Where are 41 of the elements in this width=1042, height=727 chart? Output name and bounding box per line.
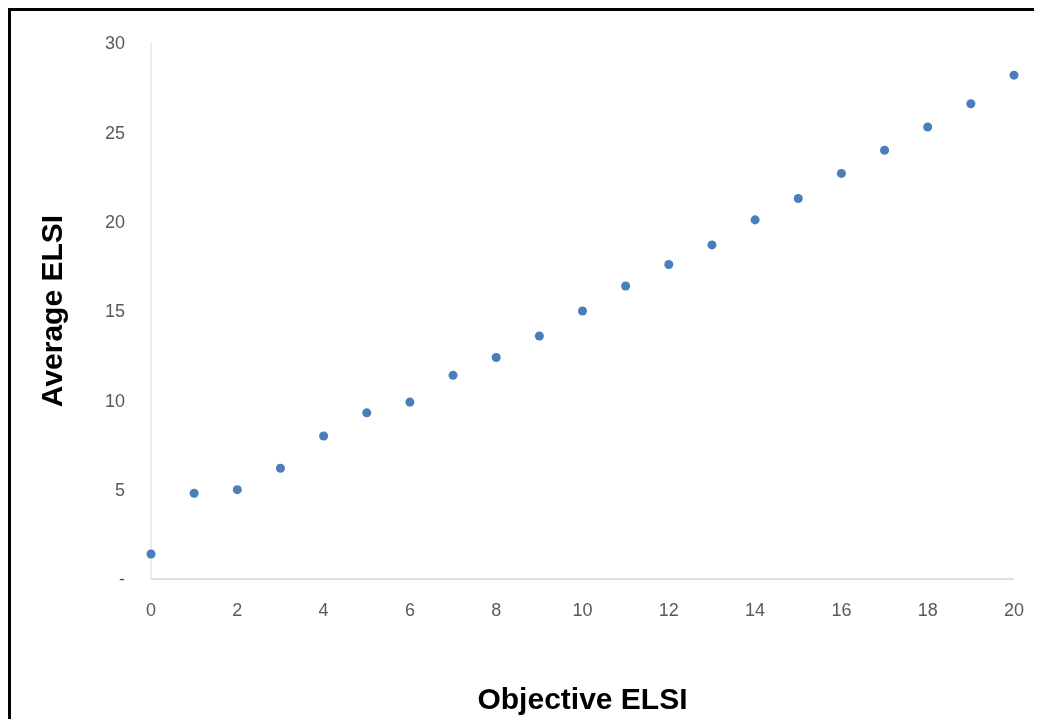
point: [707, 240, 717, 250]
point: [836, 168, 846, 178]
y-tick-label: 20: [104, 212, 125, 233]
y-tick-label: 15: [104, 301, 125, 322]
x-tick-label: 18: [917, 599, 938, 620]
x-tick-label: 0: [145, 599, 157, 620]
y-tick-label: 30: [104, 33, 125, 54]
x-tick-label: 10: [572, 599, 593, 620]
y-tick-label: -: [119, 569, 125, 590]
point: [405, 397, 415, 407]
x-tick-label: 16: [831, 599, 852, 620]
x-tick-label: 4: [318, 599, 329, 620]
point: [880, 145, 890, 155]
point: [319, 431, 329, 441]
point: [664, 260, 674, 270]
point: [923, 122, 933, 132]
point: [232, 485, 242, 495]
point: [534, 331, 544, 341]
point: [793, 193, 803, 203]
x-tick-label: 8: [491, 599, 502, 620]
point: [448, 370, 458, 380]
point: [966, 99, 976, 109]
y-axis-title: Average ELSI: [34, 214, 68, 408]
point: [275, 463, 285, 473]
x-tick-label: 14: [745, 599, 766, 620]
y-tick-label: 5: [114, 480, 125, 501]
point: [750, 215, 760, 225]
point: [189, 488, 199, 498]
y-tick-label: 10: [104, 390, 125, 411]
x-tick-label: 12: [658, 599, 679, 620]
point: [146, 549, 156, 559]
x-tick-label: 20: [1003, 599, 1025, 620]
point: [621, 281, 631, 291]
x-axis-title: Objective ELSI: [477, 682, 688, 715]
point: [1009, 70, 1019, 80]
x-tick-label: 2: [232, 599, 243, 620]
point: [362, 408, 372, 418]
x-tick-label: 6: [404, 599, 415, 620]
y-tick-label: 25: [104, 122, 125, 143]
point: [491, 352, 501, 362]
point: [577, 306, 588, 316]
